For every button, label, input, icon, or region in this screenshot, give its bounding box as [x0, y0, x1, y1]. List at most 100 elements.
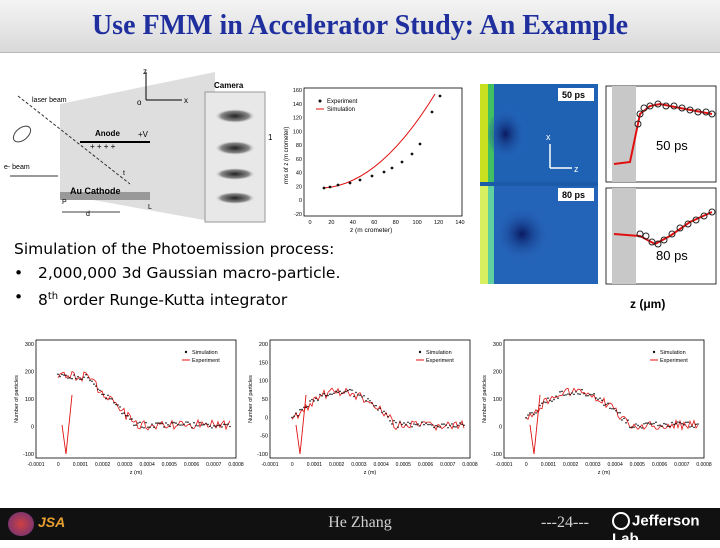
- diagram-1-label: 1: [268, 133, 273, 142]
- hist-simulation-point: [383, 410, 385, 413]
- rms-fit-plot: rms of z (m crometer) z (m crometer) 160…: [280, 84, 470, 234]
- hist-simulation-point: [615, 409, 617, 412]
- profile-point: [642, 232, 650, 240]
- hist-xtick: 0.0002: [329, 462, 345, 468]
- fit-ytick: 120: [293, 116, 302, 122]
- bullet-1-text: 2,000,000 3d Gaussian macro-particle.: [38, 264, 341, 282]
- jlab-swirl-icon: [612, 512, 630, 531]
- profile-80-sim: [613, 211, 713, 246]
- hist-xlabel: z (m): [598, 470, 611, 476]
- hist-simulation-point: [347, 389, 349, 392]
- hist-simulation-point: [593, 393, 595, 395]
- hist-simulation-point: [345, 390, 347, 393]
- hist-xtick: 0.0004: [373, 462, 389, 468]
- hist-ylabel: Number of particles: [14, 375, 20, 423]
- hist-xtick: 0.0004: [139, 462, 155, 468]
- hist-simulation-point: [195, 424, 197, 427]
- profile-point: [648, 238, 656, 246]
- hist-simulation-point: [447, 426, 449, 429]
- hist-simulation-point: [157, 422, 159, 424]
- hist-simulation-point: [327, 394, 329, 397]
- fit-point: [328, 185, 332, 189]
- hist-simulation-point: [199, 421, 201, 424]
- hist-simulation-point: [337, 391, 339, 394]
- fit-point: [410, 152, 414, 156]
- hist-simulation-point: [153, 426, 155, 428]
- jsa-logo: JSA: [38, 514, 66, 530]
- hist-simulation-point: [683, 424, 685, 426]
- hist-simulation-point: [61, 373, 63, 376]
- hist-simulation-point: [203, 423, 205, 426]
- fit-point: [370, 174, 374, 178]
- bullet-2-sup: th: [47, 291, 59, 302]
- fit-xtick: 120: [434, 220, 443, 226]
- hist-xtick: 0.0006: [184, 462, 200, 468]
- image-label-80: 80 ps: [562, 190, 585, 200]
- hist-simulation-point: [85, 373, 87, 376]
- histogram-3: 300 200 100 0 -100 -0.0001 0 0.0001 0.0002 0.0003…: [478, 334, 714, 484]
- hist-simulation-point: [161, 422, 163, 425]
- hist-simulation-point: [141, 426, 143, 428]
- hist-ytick: 100: [259, 379, 268, 385]
- hist-simulation-point: [83, 376, 85, 379]
- hist-simulation-point: [695, 423, 697, 426]
- hist-xtick: 0.0006: [418, 462, 434, 468]
- hist-simulation-point: [679, 421, 681, 424]
- hist-simulation-point: [431, 424, 433, 426]
- hist-simulation-point: [527, 414, 529, 416]
- hist-simulation-point: [147, 426, 149, 429]
- hist-xlabel: z (m): [364, 470, 377, 476]
- hist-xtick: 0.0007: [206, 462, 222, 468]
- svg-text:+ + + +: + + + +: [90, 142, 116, 151]
- hist-simulation-point: [371, 402, 373, 404]
- diagram-l-label: L: [148, 204, 152, 211]
- hist-simulation-point: [427, 423, 429, 426]
- hist-simulation-point: [675, 422, 677, 425]
- profile-point: [634, 120, 642, 128]
- hist-simulation-point: [155, 422, 157, 424]
- hist-simulation-point: [379, 407, 381, 410]
- hist-simulation-point: [331, 393, 333, 396]
- hist-simulation-point: [117, 404, 119, 406]
- hist-simulation-point: [221, 426, 223, 428]
- hist-simulation-point: [201, 424, 203, 426]
- profile-point: [702, 108, 710, 116]
- hist-simulation-point: [307, 405, 309, 408]
- profile-point: [668, 230, 676, 238]
- hist-ytick: 50: [262, 397, 268, 403]
- body-text: Simulation of the Photoemission process:…: [14, 237, 484, 312]
- profile-plots: 50 ps 80 ps z (μm): [600, 84, 720, 314]
- fit-ytick: 20: [296, 184, 302, 190]
- hist-simulation-point: [77, 375, 79, 378]
- profile-point: [676, 224, 684, 232]
- profile-point: [686, 106, 694, 114]
- hist-simulation-point: [209, 425, 211, 427]
- hist-simulation-point: [563, 394, 565, 396]
- hist-simulation-point: [57, 373, 59, 376]
- hist-simulation-point: [613, 408, 615, 410]
- diagram-laser-label: laser beam: [32, 97, 67, 104]
- hist-simulation-point: [421, 421, 423, 424]
- hist-simulation-point: [135, 424, 137, 426]
- hist-simulation-point: [457, 424, 459, 427]
- hist-simulation-point: [225, 423, 227, 426]
- hist-simulation-point: [561, 390, 563, 393]
- hist-simulation-point: [375, 404, 377, 407]
- fit-xtick: 40: [350, 220, 356, 226]
- hist-simulation-point: [445, 424, 447, 426]
- hist-simulation-point: [417, 423, 419, 425]
- hist-simulation-point: [297, 414, 299, 417]
- diagram-p-label: P: [62, 199, 67, 206]
- histogram-1: 300 200 100 0 -100 -0.0001 0 0.0001 0.0002 0.0003…: [10, 334, 246, 484]
- profile-50-sim: [613, 102, 713, 165]
- hist-simulation-point: [165, 422, 167, 424]
- profile-point: [662, 102, 670, 110]
- hist-xtick: 0.0007: [440, 462, 456, 468]
- hist-simulation-point: [443, 423, 445, 425]
- hist-simulation-point: [391, 423, 393, 425]
- fit-point: [400, 160, 404, 164]
- hist-xtick: 0.0008: [228, 462, 244, 468]
- hist-simulation-point: [665, 423, 667, 426]
- hist-simulation-point: [227, 423, 229, 425]
- hist-simulation-point: [453, 425, 455, 428]
